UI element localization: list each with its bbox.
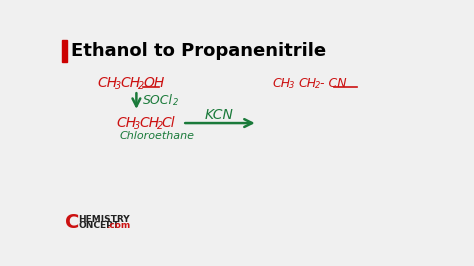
Text: ONCEPT: ONCEPT [78,221,119,230]
Text: CH: CH [139,116,159,130]
Text: C: C [65,213,79,232]
Text: .com: .com [106,221,130,230]
Text: 2: 2 [315,81,320,90]
Text: 3: 3 [134,120,140,131]
Text: CH: CH [98,76,118,90]
Text: OH: OH [143,76,164,90]
Text: 3: 3 [116,81,122,91]
Text: 2: 2 [156,120,163,131]
Text: 3: 3 [289,81,294,90]
Text: SOCl: SOCl [143,94,173,107]
Text: Cl: Cl [162,116,175,130]
Text: HEMISTRY: HEMISTRY [78,215,130,225]
Text: Chloroethane: Chloroethane [120,131,195,141]
Text: 2: 2 [173,98,179,107]
Text: Ethanol to Propanenitrile: Ethanol to Propanenitrile [71,42,326,60]
Bar [62,40,67,62]
Text: KCN: KCN [204,108,233,122]
Text: CH: CH [116,116,137,130]
Text: CH: CH [298,77,316,90]
Text: CH: CH [272,77,291,90]
Text: 2: 2 [138,81,145,91]
Text: - CN: - CN [320,77,346,90]
Text: CH: CH [120,76,141,90]
